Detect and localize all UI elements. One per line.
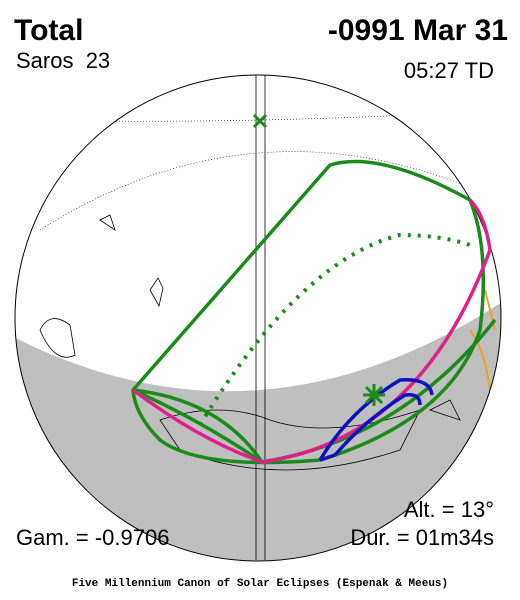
saros: Saros 23 — [16, 48, 110, 73]
totality-path — [318, 378, 434, 461]
gamma: Gam. = -0.9706 — [16, 525, 169, 550]
credit: Five Millennium Canon of Solar Eclipses … — [72, 578, 448, 590]
coastline-highlight — [469, 289, 496, 391]
altitude: Alt. = 13° — [404, 497, 494, 522]
globe-outline — [14, 74, 502, 562]
greatest-eclipse-curve — [198, 232, 471, 427]
eclipse-time: 05:27 TD — [404, 58, 494, 83]
duration: Dur. = 01m34s — [350, 525, 494, 550]
subsolar-marker — [252, 113, 268, 129]
eclipse-date: -0991 Mar 31 — [328, 14, 508, 47]
eclipse-type: Total — [14, 14, 83, 47]
totality-path — [319, 453, 336, 462]
greatest-eclipse-marker — [363, 384, 385, 406]
penumbra-limit — [131, 159, 486, 465]
